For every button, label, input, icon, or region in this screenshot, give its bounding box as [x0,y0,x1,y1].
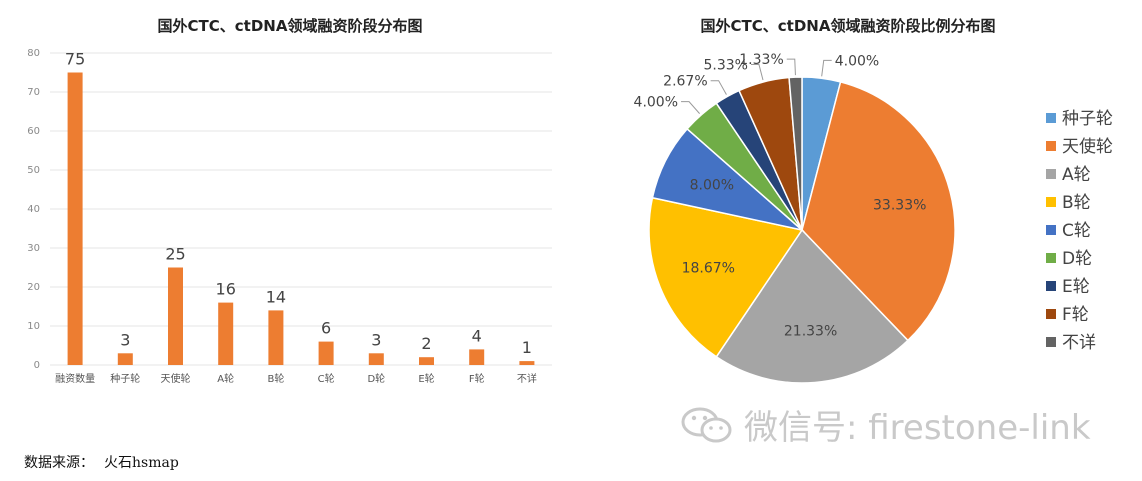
y-tick-label: 80 [27,48,40,59]
y-tick-label: 40 [27,204,40,215]
x-tick-label: A轮 [217,372,234,385]
legend-swatch [1046,197,1056,207]
legend-swatch [1046,225,1056,235]
legend-swatch [1046,309,1056,319]
bar-data-label: 14 [266,287,286,306]
bar-data-label: 2 [421,334,431,353]
pie-chart-value-labels: 4.00% 33.33% 21.33% 18.67% 8.00% 4.00% 2.67%5.… [634,52,927,339]
legend-label: F轮 [1062,305,1089,325]
x-tick-label: 种子轮 [110,372,140,385]
legend-label: A轮 [1062,165,1091,185]
legend-label: B轮 [1062,193,1091,213]
x-tick-label: 融资数量 [55,372,95,385]
bar-data-label: 4 [472,326,482,345]
pie-slice [648,196,804,358]
data-source-label: 数据来源： [24,455,94,471]
bar [67,72,83,365]
bar-data-label: 1 [522,338,532,357]
pie-value-label: 33.33% [873,198,926,214]
pie-value-label: 4.00% [634,95,678,111]
x-tick-label: C轮 [318,372,335,385]
bar-data-label: 3 [120,330,130,349]
pie-value-label: 2.67% [663,74,707,90]
pie-slice [788,76,803,231]
legend-swatch [1046,141,1056,151]
pie-chart-leader-lines [681,58,832,114]
legend-label: 不详 [1062,333,1096,353]
legend-swatch [1046,281,1056,291]
bar [419,357,434,365]
y-tick-label: 30 [27,243,40,254]
legend-label: D轮 [1062,249,1092,269]
legend-label: 种子轮 [1062,109,1113,129]
data-source-value: 火石hsmap [104,455,179,471]
pie-value-label: 18.67% [682,261,735,277]
legend-swatch [1046,337,1056,347]
bar-chart: 国外CTC、ctDNA领域融资阶段分布图 0 10 20 30 40 50 60 70 80 7… [27,17,552,385]
bar [168,267,183,365]
pie-value-label: 8.00% [690,178,734,194]
watermark-text: 微信号: firestone-link [744,408,1091,448]
wechat-icon [681,407,732,442]
bar-chart-x-axis: 融资数量 种子轮 天使轮 A轮 B轮 C轮 D轮 E轮 F轮 不详 [55,372,537,385]
y-tick-label: 50 [27,165,40,176]
bar-chart-y-axis: 0 10 20 30 40 50 60 70 80 [27,48,40,371]
pie-chart-title: 国外CTC、ctDNA领域融资阶段比例分布图 [701,17,996,35]
bar [318,341,334,365]
pie-chart-slices [648,76,956,384]
pie-value-label: 4.00% [835,53,879,69]
bar-data-label: 6 [321,319,331,338]
pie-slice [715,228,909,384]
pie-value-label: 1.33% [739,52,783,68]
pie-slice [801,81,956,342]
x-tick-label: E轮 [418,372,434,385]
watermark: 微信号: firestone-link [680,400,1091,449]
legend-label: 天使轮 [1062,136,1113,157]
legend-swatch [1046,169,1056,179]
bar-data-label: 16 [216,280,236,299]
pie-value-label: 21.33% [784,324,837,340]
x-tick-label: D轮 [367,372,385,385]
y-tick-label: 0 [34,360,40,371]
bar-data-label: 25 [165,245,185,264]
bar-chart-data-labels: 75 3 25 16 14 6 3 2 4 1 [65,50,532,358]
y-tick-label: 10 [27,321,40,332]
bar [368,353,384,365]
legend-swatch [1046,253,1056,263]
y-tick-label: 60 [27,126,40,137]
bar-chart-bars [67,72,535,365]
pie-leader-line [786,58,796,76]
legend-swatch [1046,113,1056,123]
bar-data-label: 75 [65,50,85,69]
pie-chart: 国外CTC、ctDNA领域融资阶段比例分布图 4.00% 33.33% 21.33%… [634,17,1113,384]
x-tick-label: 天使轮 [161,372,191,385]
bar [117,353,133,365]
bar-data-label: 3 [371,330,381,349]
data-source-note: 数据来源： 火石hsmap [24,452,189,472]
bar-chart-title: 国外CTC、ctDNA领域融资阶段分布图 [158,17,423,35]
pie-leader-line [681,101,700,114]
bar [469,349,485,365]
bar [268,310,284,365]
pie-leader-line [821,59,832,77]
pie-value-label: 5.33% [703,58,747,74]
x-tick-label: 不详 [517,372,537,385]
y-tick-label: 20 [27,282,40,293]
legend-label: C轮 [1062,221,1091,241]
legend-label: E轮 [1062,277,1090,297]
pie-leader-line [710,80,727,95]
x-tick-label: F轮 [469,372,485,385]
bar-chart-grid [50,52,552,366]
bar [519,361,535,365]
x-tick-label: B轮 [267,372,284,385]
y-tick-label: 70 [27,87,40,98]
pie-leader-line [750,64,764,81]
bar [218,302,234,365]
